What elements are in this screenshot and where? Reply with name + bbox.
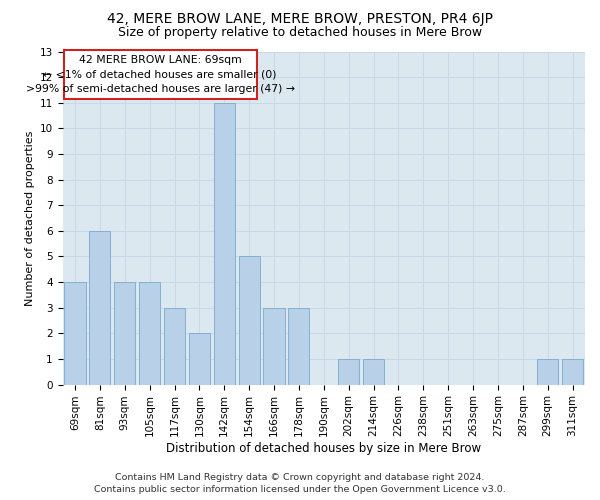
Bar	[139, 282, 160, 384]
Text: 42, MERE BROW LANE, MERE BROW, PRESTON, PR4 6JP: 42, MERE BROW LANE, MERE BROW, PRESTON, …	[107, 12, 493, 26]
Bar	[164, 308, 185, 384]
X-axis label: Distribution of detached houses by size in Mere Brow: Distribution of detached houses by size …	[166, 442, 481, 455]
Bar	[89, 231, 110, 384]
Bar	[562, 359, 583, 384]
Bar	[537, 359, 558, 384]
Text: Size of property relative to detached houses in Mere Brow: Size of property relative to detached ho…	[118, 26, 482, 39]
Text: Contains HM Land Registry data © Crown copyright and database right 2024.
Contai: Contains HM Land Registry data © Crown c…	[94, 472, 506, 494]
Text: 42 MERE BROW LANE: 69sqm
← <1% of detached houses are smaller (0)
>99% of semi-d: 42 MERE BROW LANE: 69sqm ← <1% of detach…	[26, 55, 295, 94]
Bar	[214, 102, 235, 384]
Bar	[189, 334, 210, 384]
Bar	[64, 282, 86, 384]
Bar	[289, 308, 310, 384]
Y-axis label: Number of detached properties: Number of detached properties	[25, 130, 35, 306]
Bar	[114, 282, 136, 384]
Bar	[363, 359, 384, 384]
Bar	[338, 359, 359, 384]
Bar	[263, 308, 284, 384]
Bar	[64, 50, 257, 99]
Bar	[239, 256, 260, 384]
